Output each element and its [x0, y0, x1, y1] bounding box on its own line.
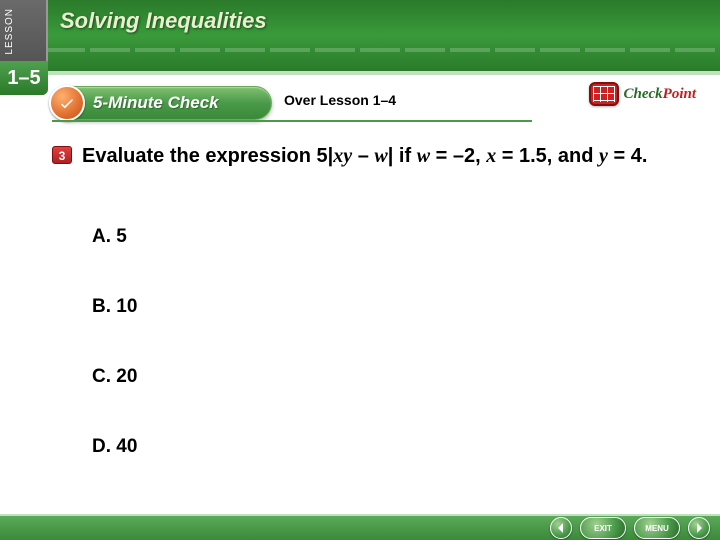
over-lesson-label: Over Lesson 1–4	[284, 92, 396, 108]
lesson-tab: LESSON 1–5	[0, 0, 48, 95]
question-number-badge: 3	[52, 146, 72, 164]
checkpoint-text: CheckPoint	[623, 86, 696, 103]
question-text: Evaluate the expression 5|xy – w| if w =…	[82, 144, 647, 169]
check-pill-text: 5-Minute Check	[93, 93, 219, 113]
footer-bar: EXIT MENU	[0, 514, 720, 540]
checkpoint-badge: CheckPoint	[589, 82, 696, 106]
page-title: Solving Inequalities	[60, 8, 267, 34]
divider-line	[52, 120, 532, 122]
checkpoint-icon	[589, 82, 619, 106]
lesson-tab-label: LESSON	[4, 8, 15, 55]
check-icon	[49, 85, 85, 121]
lesson-number: 1–5	[0, 61, 48, 95]
next-button[interactable]	[688, 517, 710, 539]
answer-c[interactable]: C. 20	[92, 366, 137, 388]
answer-d[interactable]: D. 40	[92, 436, 137, 458]
answer-b[interactable]: B. 10	[92, 296, 137, 318]
five-minute-check-pill: 5-Minute Check	[52, 86, 272, 120]
answers-list: A. 5 B. 10 C. 20 D. 40	[92, 226, 137, 506]
question-row: 3 Evaluate the expression 5|xy – w| if w…	[52, 144, 690, 169]
exit-button[interactable]: EXIT	[580, 517, 626, 539]
menu-button[interactable]: MENU	[634, 517, 680, 539]
header-accent-lines	[0, 48, 720, 52]
prev-button[interactable]	[550, 517, 572, 539]
answer-a[interactable]: A. 5	[92, 226, 137, 248]
